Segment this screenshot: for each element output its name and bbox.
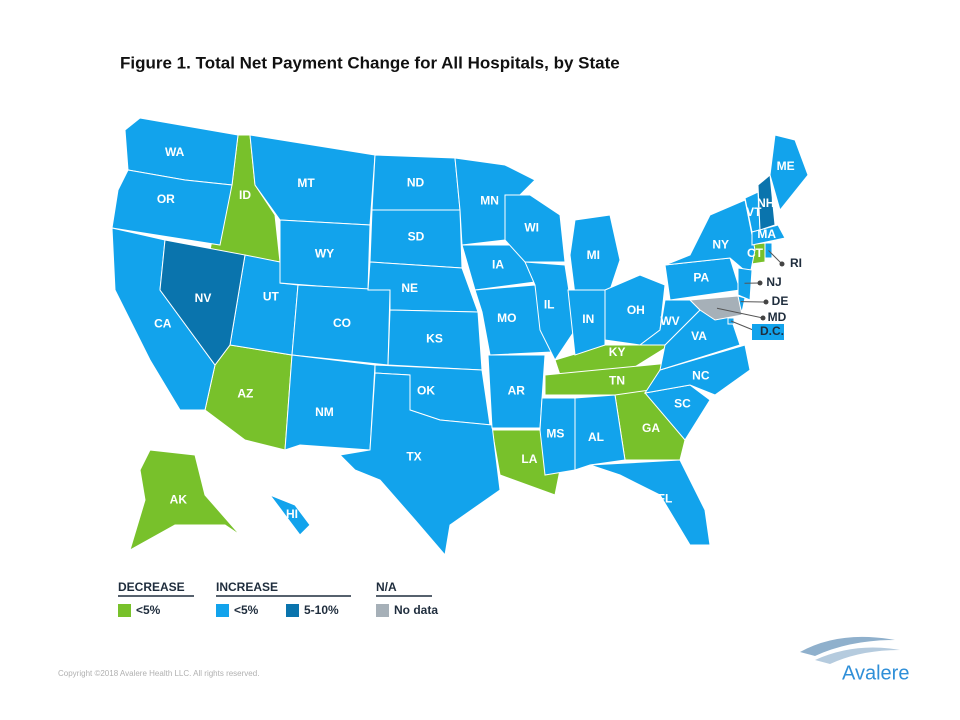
title: Figure 1. Total Net Payment Change for A… (120, 53, 620, 72)
copyright: Copyright ©2018 Avalere Health LLC. All … (58, 669, 259, 678)
state-label: NM (315, 405, 334, 419)
state-label: KS (426, 331, 443, 345)
legend-label: No data (394, 603, 438, 617)
state-label: SD (408, 230, 425, 244)
state-label: MO (497, 311, 516, 325)
map: ID AZ AK LA KY TN GA CT WA OR CA UT MT WY CO NM ND SD NE KS… (111, 117, 809, 557)
state-label: LA (521, 452, 537, 466)
state-label: MI (587, 248, 600, 262)
state-label: MT (297, 176, 315, 190)
state-label: TN (609, 374, 625, 388)
state (129, 449, 241, 552)
leader-line (716, 307, 764, 319)
state-label: OR (157, 192, 175, 206)
state-label: NH (757, 196, 774, 210)
legend-swatch (286, 604, 299, 617)
state-label: SC (674, 397, 691, 411)
state-label: DE (772, 294, 789, 308)
state-label: HI (286, 507, 298, 521)
state-label: ID (239, 188, 251, 202)
legend-label: 5-10% (304, 603, 339, 617)
state (474, 284, 553, 356)
state-label: VA (691, 329, 707, 343)
state-label: CT (747, 246, 764, 260)
leader-dot (763, 299, 769, 305)
state (757, 174, 776, 231)
state (504, 194, 566, 263)
dc-box (752, 324, 784, 340)
legend-swatch (216, 604, 229, 617)
legend-title: DECREASE (118, 580, 185, 594)
state (338, 372, 501, 557)
state-label: WY (315, 247, 334, 261)
state-label: AK (170, 493, 188, 507)
state-label: RI (790, 256, 802, 270)
leader-dot (779, 261, 785, 267)
state-label: IA (492, 258, 504, 272)
state-label: WV (660, 314, 679, 328)
legend: DECREASE <5% INCREASE <5% 5-10% N/A No data (118, 580, 438, 617)
state-label: IN (582, 312, 594, 326)
legend-label: <5% (234, 603, 259, 617)
state (589, 459, 711, 546)
leader-dot (760, 315, 766, 321)
legend-label: <5% (136, 603, 161, 617)
state-label: KY (609, 345, 626, 359)
state-label: TX (406, 450, 421, 464)
state-label: CA (154, 316, 172, 330)
state (111, 169, 233, 246)
state-label: WI (524, 220, 539, 234)
state-label: D.C. (760, 324, 784, 338)
state-label: MD (768, 310, 787, 324)
state-label: NE (401, 281, 418, 295)
state-label: OH (627, 303, 645, 317)
logo: Avalere (800, 636, 909, 684)
state-label: IL (544, 298, 555, 312)
state (643, 344, 751, 396)
state-label: AR (508, 384, 526, 398)
state-label: AZ (237, 386, 253, 400)
state-label: NV (195, 291, 212, 305)
leader-line (768, 250, 783, 265)
state-label: NC (692, 369, 710, 383)
state (737, 267, 753, 301)
state (664, 199, 756, 276)
state (539, 397, 576, 476)
state (159, 239, 246, 366)
state-label: NY (712, 238, 729, 252)
state (524, 261, 576, 361)
state-label: MN (480, 193, 499, 207)
state-label: ME (777, 159, 795, 173)
state-label: CO (333, 316, 351, 330)
state (268, 493, 311, 536)
state-label: WA (165, 145, 185, 159)
legend-title: INCREASE (216, 580, 278, 594)
legend-title: N/A (376, 580, 397, 594)
state-label: ND (407, 175, 425, 189)
logo-wave (815, 647, 900, 664)
state (567, 289, 606, 356)
logo-wave (800, 636, 895, 656)
state-label: PA (693, 270, 709, 284)
state (574, 394, 626, 471)
state-label: MA (757, 227, 776, 241)
state-label: GA (642, 421, 660, 435)
state-label: AL (588, 430, 604, 444)
legend-swatch (118, 604, 131, 617)
state-label: OK (417, 383, 435, 397)
leader-dot (757, 280, 763, 286)
state-label: FL (658, 491, 673, 505)
state (284, 354, 376, 451)
logo-text: Avalere (842, 662, 909, 684)
state-label: NJ (766, 275, 781, 289)
state-label: UT (263, 290, 280, 304)
state-label: VT (746, 205, 762, 219)
state (769, 134, 809, 212)
legend-swatch (376, 604, 389, 617)
state-label: MS (546, 426, 564, 440)
state (688, 295, 743, 321)
